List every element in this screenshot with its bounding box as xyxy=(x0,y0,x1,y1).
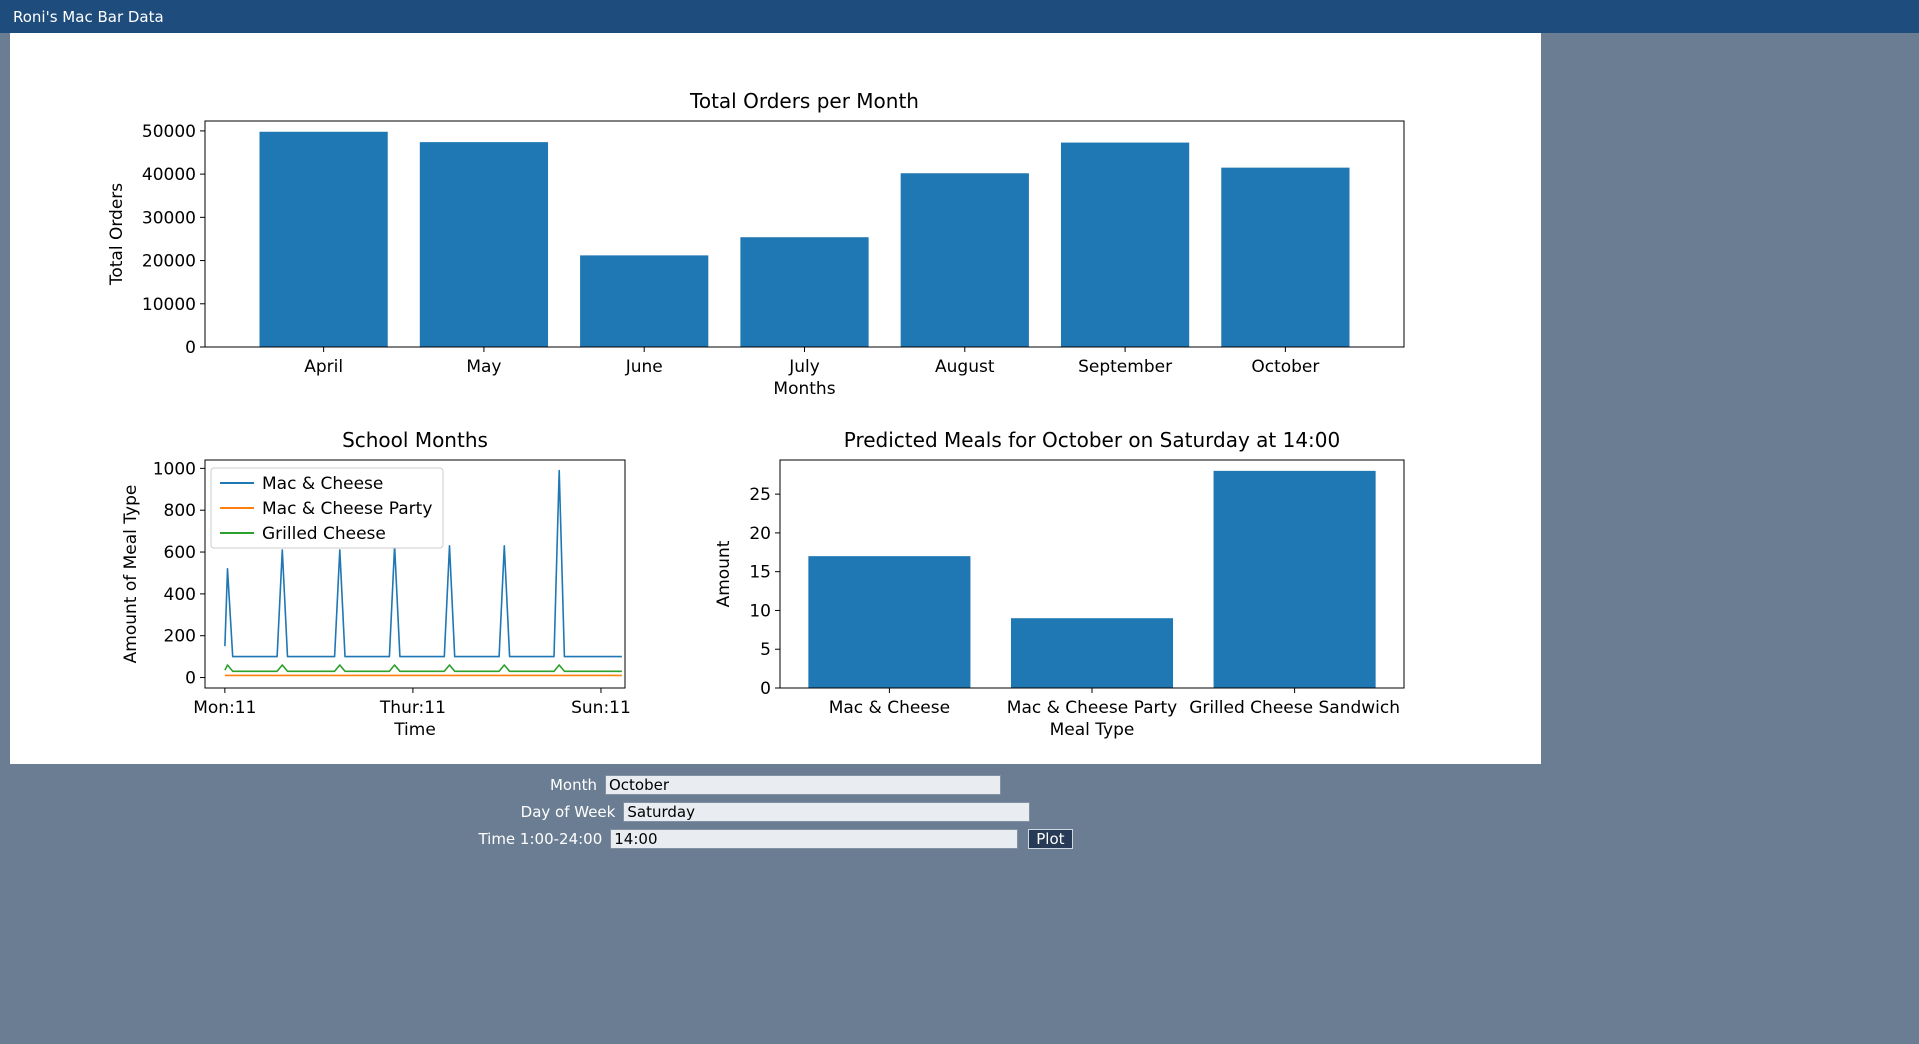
y-axis-label: Amount xyxy=(714,540,734,607)
y-tick-label: 20000 xyxy=(142,252,196,272)
y-tick-label: 0 xyxy=(185,338,196,358)
x-tick-label: Sun:11 xyxy=(571,698,631,718)
series-line xyxy=(224,469,622,658)
bar xyxy=(1213,470,1376,688)
x-tick-label: Thur:11 xyxy=(379,698,446,718)
y-tick-label: 25 xyxy=(749,485,771,505)
y-tick-label: 10000 xyxy=(142,295,196,315)
x-tick-label: September xyxy=(1078,357,1172,377)
time-input[interactable] xyxy=(610,829,1019,849)
day-of-week-label: Day of Week xyxy=(520,803,616,821)
form-row-month: Month xyxy=(0,775,1551,795)
day-of-week-input[interactable] xyxy=(623,802,1031,822)
y-tick-label: 1000 xyxy=(153,459,196,479)
x-axis-label: Time xyxy=(393,720,436,740)
month-input[interactable] xyxy=(605,775,1001,795)
time-label: Time 1:00-24:00 xyxy=(478,830,603,848)
y-axis-label: Total Orders xyxy=(107,183,127,286)
y-tick-label: 5 xyxy=(760,640,771,660)
plot-border xyxy=(779,459,1405,689)
x-tick-label: Grilled Cheese Sandwich xyxy=(1189,698,1400,718)
bar xyxy=(1060,142,1190,347)
x-tick-label: July xyxy=(788,357,820,377)
bar xyxy=(259,131,388,347)
figure-panel: April May June July August September October 0 1… xyxy=(10,33,1541,764)
y-tick-label: 0 xyxy=(185,669,196,689)
bar xyxy=(1221,167,1350,347)
chart-predicted-meals: Mac & Cheese Mac & Cheese Party Grilled Ch… xyxy=(714,428,1405,740)
series-line xyxy=(224,664,622,673)
x-axis-label: Meal Type xyxy=(1050,720,1135,740)
y-tick-label: 20 xyxy=(749,524,771,544)
chart-title: School Months xyxy=(342,428,488,452)
plot-button[interactable]: Plot xyxy=(1028,829,1073,849)
bar xyxy=(1010,618,1174,688)
form-row-day: Day of Week xyxy=(0,802,1551,822)
x-tick-label: October xyxy=(1251,357,1319,377)
chart-total-orders-per-month: April May June July August September October 0 1… xyxy=(107,89,1405,399)
y-tick-label: 800 xyxy=(164,501,196,521)
y-tick-label: 200 xyxy=(164,627,196,647)
chart-title: Total Orders per Month xyxy=(689,89,919,113)
legend-box xyxy=(210,467,444,549)
legend-label: Grilled Cheese xyxy=(262,524,386,544)
y-tick-label: 40000 xyxy=(142,165,196,185)
y-tick-label: 400 xyxy=(164,585,196,605)
window-title: Roni's Mac Bar Data xyxy=(13,7,164,26)
x-tick-label: June xyxy=(625,357,663,377)
x-tick-label: May xyxy=(466,357,501,377)
bar xyxy=(900,173,1029,347)
y-axis-label: Amount of Meal Type xyxy=(121,485,141,664)
x-axis-label: Months xyxy=(773,379,835,399)
y-tick-label: 10 xyxy=(749,601,771,621)
legend-label: Mac & Cheese Party xyxy=(262,499,432,519)
month-label: Month xyxy=(549,776,597,794)
x-tick-label: Mon:11 xyxy=(193,698,256,718)
bar xyxy=(419,142,549,347)
form-row-time: Time 1:00-24:00 Plot xyxy=(0,829,1551,849)
x-tick-label: August xyxy=(935,357,995,377)
legend-label: Mac & Cheese xyxy=(262,474,383,494)
chart-school-months: Mon:11 Thur:11 Sun:11 0 200 400 600 800 1000 Scho… xyxy=(121,428,631,740)
bar xyxy=(808,556,971,688)
y-tick-label: 30000 xyxy=(142,208,196,228)
x-tick-label: Mac & Cheese xyxy=(829,698,950,718)
control-form: Month Day of Week Time 1:00-24:00 Plot xyxy=(0,771,1551,856)
y-tick-label: 0 xyxy=(760,679,771,699)
x-tick-label: Mac & Cheese Party xyxy=(1007,698,1177,718)
plot-border xyxy=(204,120,1405,348)
bar xyxy=(740,237,869,347)
y-tick-label: 15 xyxy=(749,563,771,583)
chart-title: Predicted Meals for October on Saturday … xyxy=(844,428,1341,452)
x-tick-label: April xyxy=(304,357,343,377)
bar xyxy=(580,255,709,347)
y-tick-label: 50000 xyxy=(142,122,196,142)
plot-border xyxy=(204,459,626,689)
y-tick-label: 600 xyxy=(164,543,196,563)
title-bar: Roni's Mac Bar Data xyxy=(0,0,1919,33)
